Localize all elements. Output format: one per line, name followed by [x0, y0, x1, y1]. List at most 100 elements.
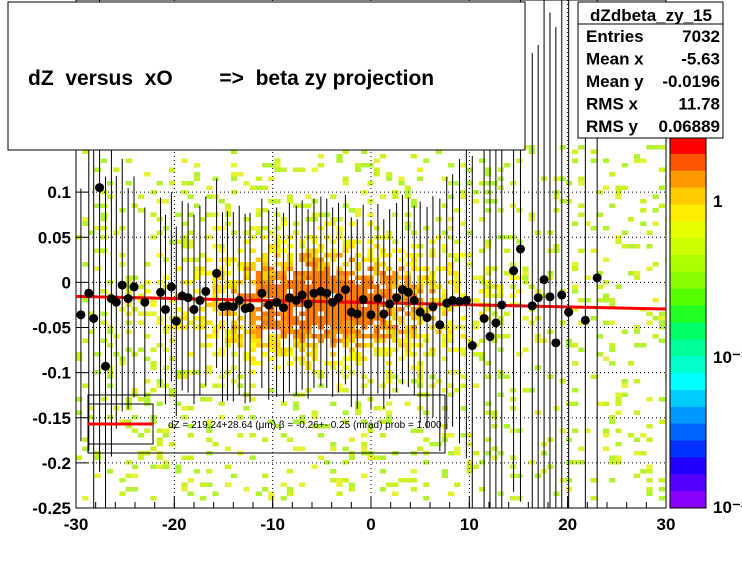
heat-cell [262, 253, 269, 258]
heat-cell [286, 244, 293, 249]
heat-cell [231, 352, 238, 357]
heat-cell [150, 361, 157, 366]
heat-cell [336, 158, 343, 163]
heat-cell [367, 163, 374, 168]
heat-cell [516, 239, 523, 244]
heat-cell [454, 370, 461, 375]
heat-cell [658, 496, 665, 501]
heat-cell [125, 419, 132, 424]
heat-cell [330, 401, 337, 406]
heat-cell [311, 199, 318, 204]
heat-cell [76, 397, 83, 402]
heat-cell [125, 406, 132, 411]
heat-cell [243, 181, 250, 186]
heat-cell [94, 203, 101, 208]
heat-cell [603, 280, 610, 285]
heat-cell [448, 181, 455, 186]
heat-cell [386, 293, 393, 298]
heat-cell [379, 352, 386, 357]
heat-cell [404, 338, 411, 343]
heat-cell [317, 455, 324, 460]
heat-cell [206, 320, 213, 325]
heat-cell [355, 361, 362, 366]
heat-cell [609, 455, 616, 460]
heat-cell [373, 307, 380, 312]
heat-cell [231, 311, 238, 316]
heat-cell [107, 181, 114, 186]
heat-cell [398, 266, 405, 271]
heat-cell [311, 280, 318, 285]
heat-cell [373, 284, 380, 289]
heat-cell [193, 163, 200, 168]
heat-cell [218, 347, 225, 352]
heat-cell [392, 347, 399, 352]
heat-cell [169, 442, 176, 447]
heat-cell [379, 154, 386, 159]
heat-cell [286, 487, 293, 492]
heat-cell [398, 298, 405, 303]
heat-cell [497, 347, 504, 352]
heat-cell [479, 352, 486, 357]
heat-cell [82, 298, 89, 303]
heat-cell [398, 320, 405, 325]
heat-cell [460, 352, 467, 357]
heat-cell [497, 185, 504, 190]
heat-cell [82, 446, 89, 451]
heat-cell [404, 329, 411, 334]
heat-cell [144, 311, 151, 316]
heat-cell [572, 460, 579, 465]
heat-cell [423, 437, 430, 442]
profile-point [322, 288, 332, 298]
heat-cell [572, 307, 579, 312]
heat-cell [355, 262, 362, 267]
heat-cell [249, 397, 256, 402]
profile-point [366, 310, 376, 320]
heat-cell [379, 280, 386, 285]
heat-cell [206, 334, 213, 339]
heat-cell [249, 455, 256, 460]
heat-cell [652, 262, 659, 267]
y-tick-label: -0.2 [42, 454, 71, 473]
heat-cell [503, 235, 510, 240]
heat-cell [218, 275, 225, 280]
heat-cell [330, 280, 337, 285]
heat-cell [249, 226, 256, 231]
heat-cell [658, 397, 665, 402]
heat-cell [379, 334, 386, 339]
heat-cell [255, 316, 262, 321]
heat-cell [336, 226, 343, 231]
heat-cell [435, 149, 442, 154]
title-box-frame [7, 1, 526, 151]
heat-cell [243, 230, 250, 235]
heat-cell [435, 284, 442, 289]
heat-cell [144, 289, 151, 294]
heat-cell [348, 302, 355, 307]
heat-cell [274, 334, 281, 339]
heat-cell [156, 181, 163, 186]
heat-cell [441, 334, 448, 339]
heat-cell [448, 266, 455, 271]
heat-cell [311, 316, 318, 321]
heat-cell [578, 203, 585, 208]
heat-cell [187, 212, 194, 217]
heat-cell [231, 329, 238, 334]
heat-cell [485, 293, 492, 298]
heat-cell [125, 275, 132, 280]
heat-cell [336, 320, 343, 325]
heat-cell [578, 446, 585, 451]
heat-cell [373, 352, 380, 357]
heat-cell [212, 275, 219, 280]
heat-cell [150, 365, 157, 370]
heat-cell [553, 248, 560, 253]
heat-cell [293, 406, 300, 411]
heat-cell [88, 311, 95, 316]
heat-cell [379, 487, 386, 492]
heat-cell [355, 284, 362, 289]
heat-cell [441, 307, 448, 312]
heat-cell [311, 464, 318, 469]
heat-cell [193, 266, 200, 271]
heat-cell [572, 262, 579, 267]
heat-cell [274, 293, 281, 298]
palette-swatch [670, 170, 706, 189]
heat-cell [485, 410, 492, 415]
